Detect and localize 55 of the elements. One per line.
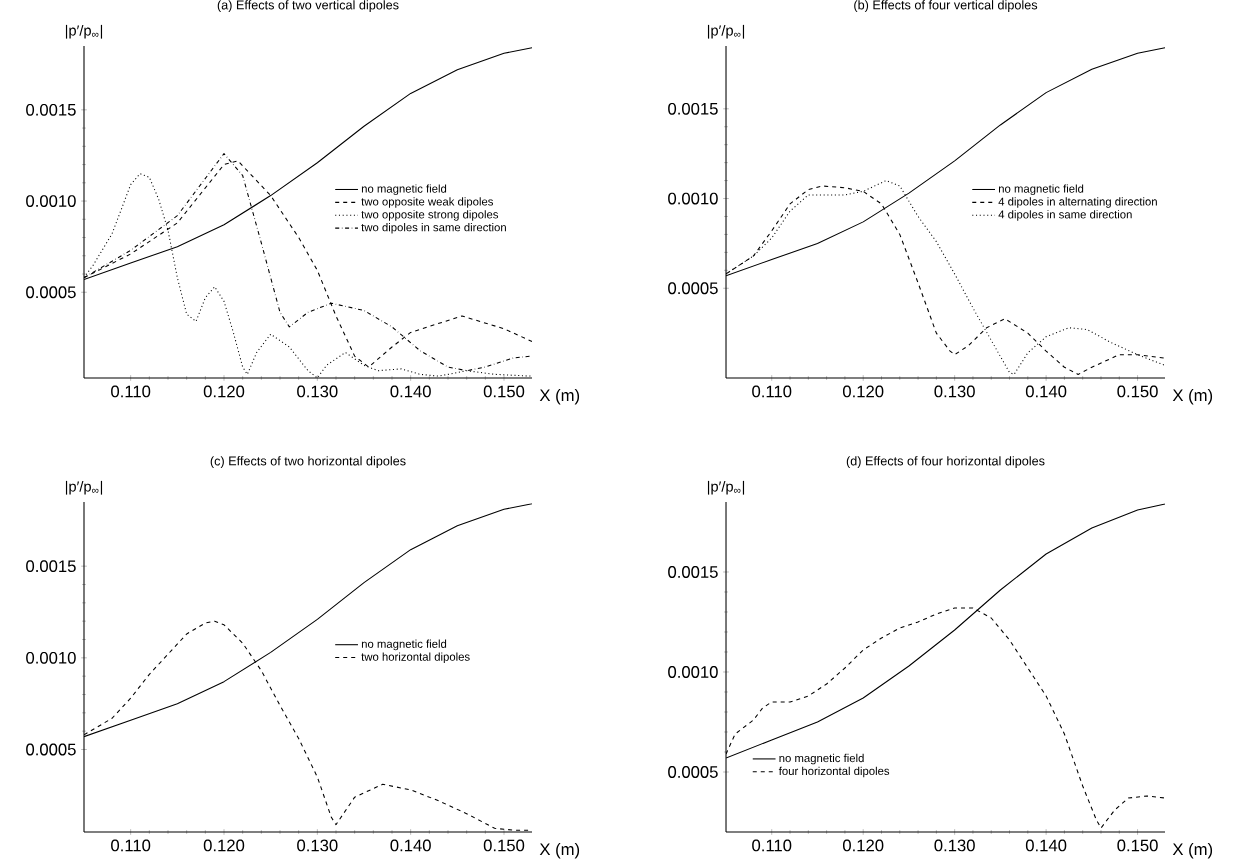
chart-title: (d) Effects of four horizontal dipoles <box>846 456 1045 468</box>
y-tick-label: 0.0005 <box>668 766 718 778</box>
y-axis-title: |p′/p$_{∞}$| <box>65 480 103 495</box>
legend-label: no magnetic field <box>998 184 1084 195</box>
x-tick-label: 0.120 <box>842 385 884 398</box>
x-tick-label: 0.120 <box>203 385 245 398</box>
y-tick-label: 0.0010 <box>26 195 76 207</box>
y-tick-label: 0.0010 <box>668 192 718 205</box>
legend-label: no magnetic field <box>779 753 864 765</box>
y-tick-label: 0.0010 <box>668 666 718 678</box>
x-tick-label: 0.140 <box>390 839 431 852</box>
x-tick-label: 0.130 <box>934 385 975 398</box>
y-tick-label: 0.0010 <box>26 651 76 664</box>
legend-label: four horizontal dipoles <box>778 766 890 778</box>
y-axis-title: |p′/p$_{∞}$| <box>707 24 745 39</box>
x-axis-title: X (m) <box>539 388 580 405</box>
x-tick-label: 0.150 <box>483 839 525 852</box>
x-tick-label: 0.110 <box>111 839 151 852</box>
y-tick-label: 0.0015 <box>668 566 718 578</box>
chart-title: (b) Effects of four vertical dipoles <box>854 0 1038 12</box>
chart-title: (a) Effects of two vertical dipoles <box>217 0 399 12</box>
x-tick-label: 0.120 <box>203 839 245 852</box>
legend-label: no magnetic field <box>361 639 447 651</box>
legend-label: no magnetic field <box>361 184 447 195</box>
x-tick-label: 0.110 <box>111 385 151 398</box>
chart-title: (c) Effects of two horizontal dipoles <box>210 456 406 468</box>
x-axis-title: X (m) <box>539 842 580 859</box>
x-tick-label: 0.140 <box>1025 385 1067 398</box>
legend-label: 4 dipoles in alternating direction <box>998 197 1157 208</box>
y-tick-label: 0.0005 <box>26 286 76 299</box>
legend-label: two horizontal dipoles <box>361 652 470 664</box>
x-tick-label: 0.130 <box>297 839 338 852</box>
x-tick-label: 0.130 <box>934 839 975 852</box>
x-tick-label: 0.120 <box>842 839 884 852</box>
legend-label: two opposite weak dipoles <box>361 197 494 208</box>
x-tick-label: 0.150 <box>483 385 525 398</box>
legend-label: two dipoles in same direction <box>361 223 506 234</box>
x-tick-label: 0.110 <box>752 839 792 852</box>
legend-label: 4 dipoles in same direction <box>998 210 1132 221</box>
x-tick-label: 0.150 <box>1117 839 1158 852</box>
x-tick-label: 0.110 <box>752 385 792 398</box>
y-axis-title: |p′/p$_{∞}$| <box>65 24 103 39</box>
y-axis-title: |p′/p$_{∞}$| <box>707 480 745 495</box>
y-tick-label: 0.0005 <box>26 743 76 756</box>
y-tick-label: 0.0015 <box>26 560 76 573</box>
y-tick-label: 0.0015 <box>26 103 76 116</box>
y-tick-label: 0.0015 <box>668 102 718 115</box>
x-tick-label: 0.140 <box>1025 839 1067 852</box>
x-tick-label: 0.130 <box>297 385 338 398</box>
x-axis-title: X (m) <box>1172 388 1213 405</box>
y-tick-label: 0.0005 <box>668 282 718 295</box>
x-axis-title: X (m) <box>1172 842 1213 859</box>
x-tick-label: 0.140 <box>390 385 431 398</box>
legend-label: two opposite strong dipoles <box>361 210 499 221</box>
x-tick-label: 0.150 <box>1117 385 1158 398</box>
